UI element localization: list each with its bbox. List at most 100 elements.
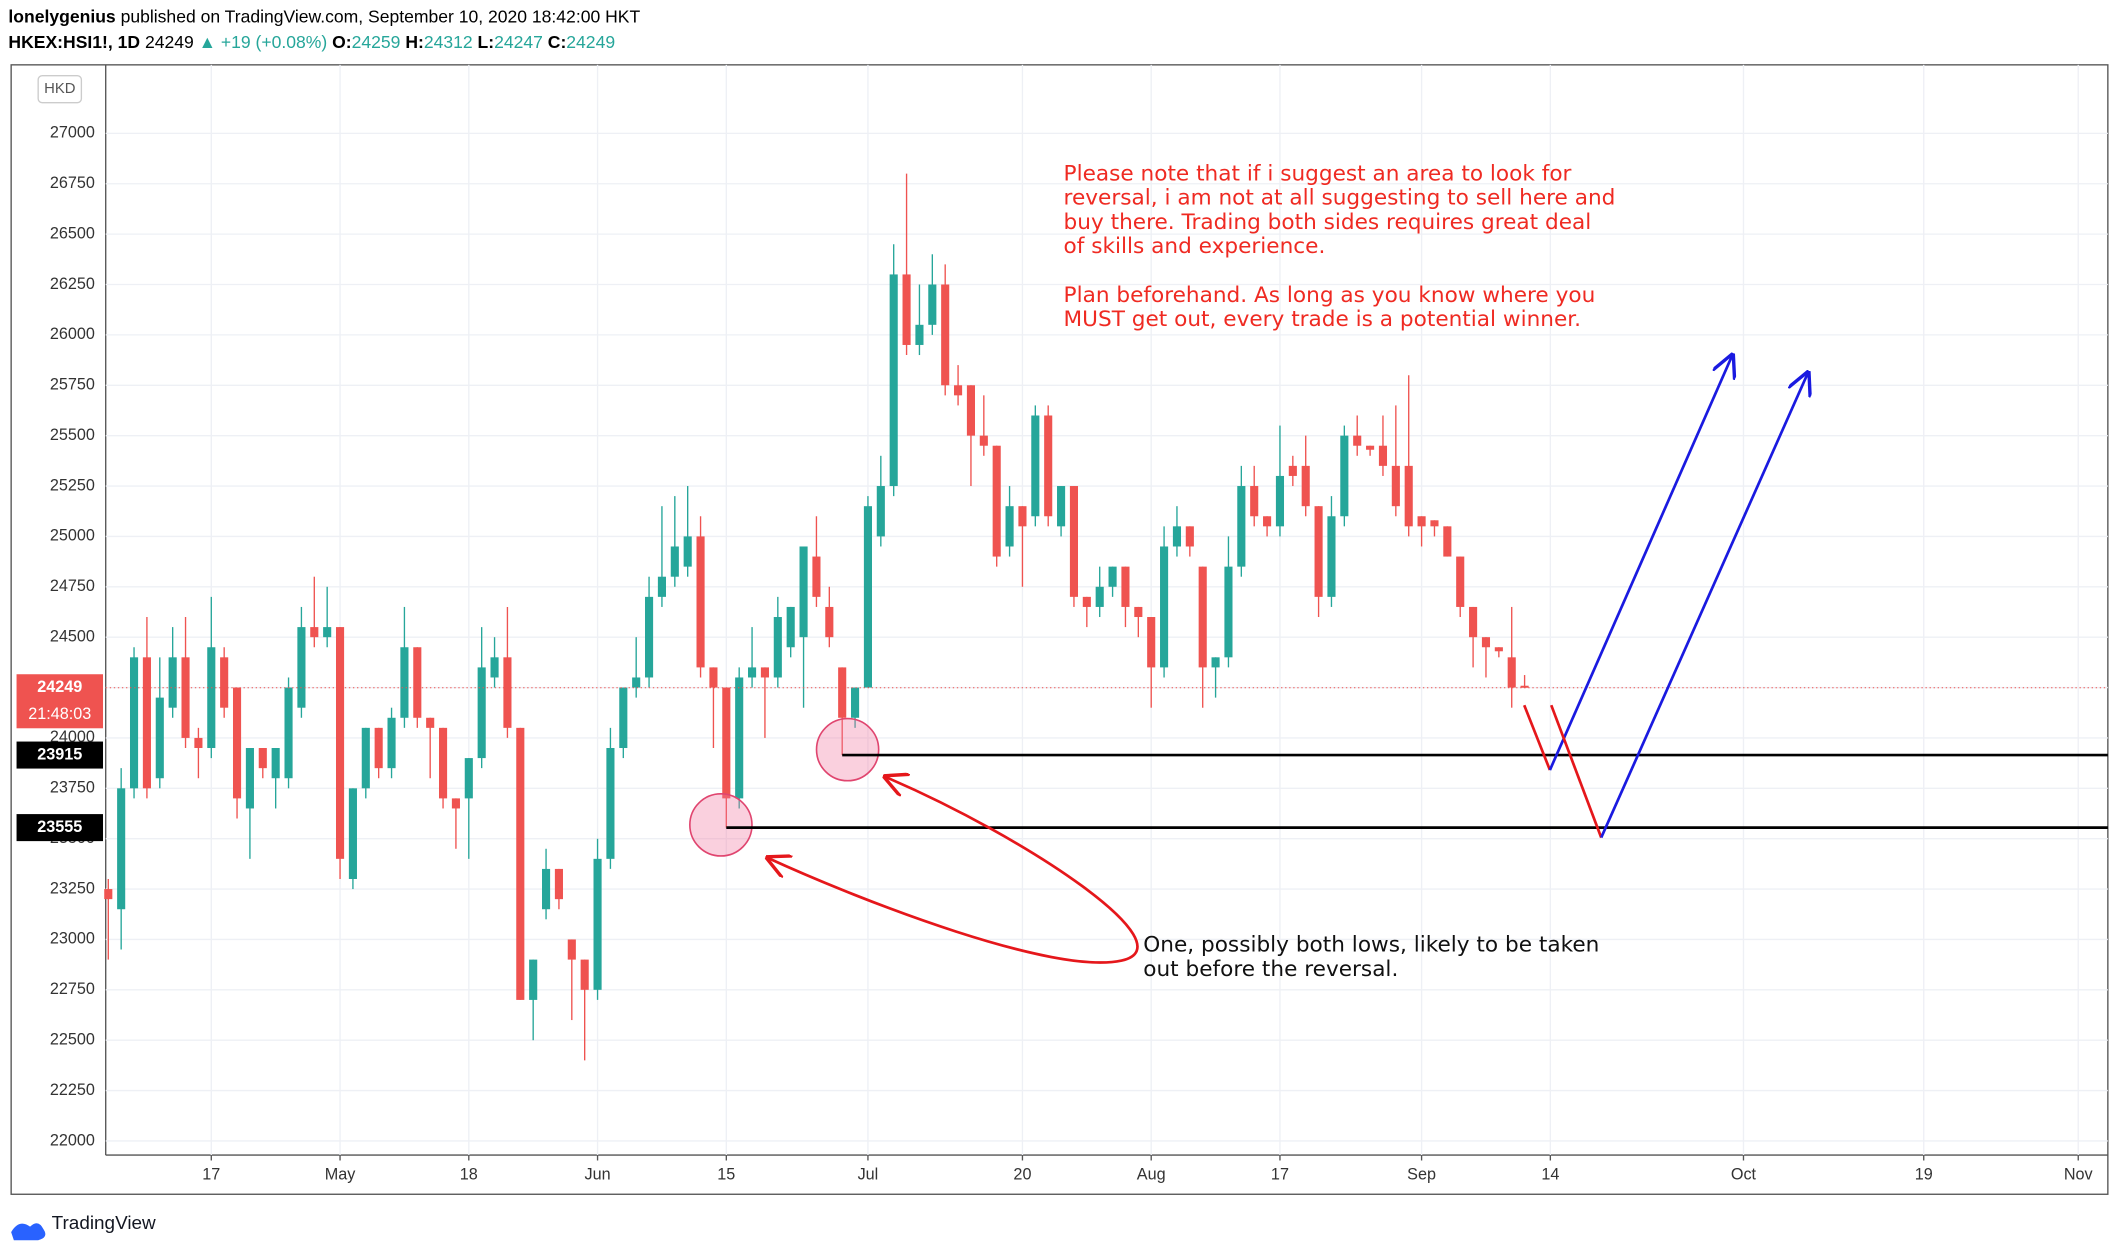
author: lonelygenius xyxy=(8,6,115,26)
c-label: C: xyxy=(548,32,567,52)
note-red: Please note that if i suggest an area to… xyxy=(1064,161,1572,186)
change: +19 (+0.08%) xyxy=(221,32,327,52)
candle-body xyxy=(194,737,203,749)
x-tick-label: May xyxy=(325,1166,357,1184)
candle-body xyxy=(142,657,151,789)
candle-body xyxy=(374,727,383,769)
h: 24312 xyxy=(424,32,473,52)
candle-body xyxy=(1481,637,1491,648)
candle-body xyxy=(1263,516,1272,527)
candle-body xyxy=(863,506,872,688)
l: 24247 xyxy=(494,32,543,52)
candle-body xyxy=(992,445,1001,557)
candle-body xyxy=(876,486,885,537)
candle-body xyxy=(812,556,821,597)
candle-body xyxy=(1069,486,1079,597)
candle-body xyxy=(851,687,860,718)
c: 24249 xyxy=(566,32,615,52)
y-tick-label: 25500 xyxy=(50,426,95,444)
candle-body xyxy=(181,657,190,738)
candle-body xyxy=(979,435,988,446)
candle-body xyxy=(773,617,782,678)
o: 24259 xyxy=(352,32,401,52)
candle-body xyxy=(284,687,293,779)
candle-body xyxy=(1095,586,1104,607)
candle-body xyxy=(232,687,242,799)
candle-body xyxy=(271,748,280,779)
last-price-label: 24249 xyxy=(37,678,82,696)
candle-body xyxy=(129,657,139,789)
candle-body xyxy=(400,647,409,718)
candle-body xyxy=(941,284,950,386)
candle-body xyxy=(361,727,370,789)
candle-body xyxy=(310,627,319,638)
candle-body xyxy=(1520,685,1529,688)
y-tick-label: 26500 xyxy=(50,224,95,242)
candle-body xyxy=(928,284,937,325)
candle-body xyxy=(670,546,679,577)
candle-body xyxy=(1134,606,1143,618)
y-tick-label: 24750 xyxy=(50,577,95,595)
last-price-box xyxy=(16,674,104,729)
candle-body xyxy=(297,627,306,708)
y-tick-label: 24500 xyxy=(50,627,95,645)
y-tick-label: 27000 xyxy=(50,124,95,142)
candle-body xyxy=(696,536,705,668)
candle-body xyxy=(387,717,396,769)
candle-body xyxy=(503,657,512,728)
candle-body xyxy=(1391,465,1400,507)
note-red: MUST get out, every trade is a potential… xyxy=(1064,307,1582,332)
candle-body xyxy=(155,697,164,779)
x-tick-label: 20 xyxy=(1013,1166,1031,1184)
candle-body xyxy=(1353,435,1362,446)
frame xyxy=(10,64,2109,1195)
candle-body xyxy=(1147,617,1156,668)
candle-body xyxy=(1018,506,1027,527)
x-tick-label: Oct xyxy=(1731,1166,1757,1184)
candle-body xyxy=(1224,566,1233,658)
low-circle xyxy=(689,793,753,857)
candle-body xyxy=(1417,516,1426,527)
low-circle xyxy=(815,717,880,782)
o-label: O: xyxy=(332,32,352,52)
candle-body xyxy=(554,868,563,900)
candle-body xyxy=(1507,657,1516,688)
y-tick-label: 26750 xyxy=(50,174,95,192)
candle-body xyxy=(902,274,911,345)
red-path xyxy=(1549,704,1603,839)
y-tick-label: 23000 xyxy=(50,930,95,948)
candle-body xyxy=(438,727,448,799)
candle-body xyxy=(1430,520,1439,527)
currency-box xyxy=(37,74,83,104)
candle-body xyxy=(1057,486,1066,527)
candle-body xyxy=(722,687,731,799)
candle-body xyxy=(207,647,216,749)
countdown: 21:48:03 xyxy=(28,705,91,723)
candle-body xyxy=(542,868,551,910)
note-black: out before the reversal. xyxy=(1143,957,1398,982)
candle-body xyxy=(786,606,795,648)
candle-body xyxy=(1340,435,1349,517)
note-red: of skills and experience. xyxy=(1064,234,1326,259)
x-tick-label: Jul xyxy=(858,1166,879,1184)
candle-body xyxy=(1250,486,1259,517)
candle-body xyxy=(490,657,499,678)
candle-body xyxy=(323,627,332,638)
candle-body xyxy=(1456,556,1465,607)
footer-logo xyxy=(11,1223,46,1241)
candle-body xyxy=(966,385,976,436)
candle-body xyxy=(1314,506,1323,597)
candle-body xyxy=(1327,516,1336,597)
l-label: L: xyxy=(478,32,495,52)
published: published on TradingView.com, September … xyxy=(121,6,641,26)
y-tick-label: 22250 xyxy=(50,1081,95,1099)
currency: HKD xyxy=(44,81,76,97)
candle-body xyxy=(1005,506,1014,547)
candle-body xyxy=(954,385,963,396)
candle-body xyxy=(529,959,538,1000)
candle-body xyxy=(464,758,473,799)
candle-body xyxy=(735,677,744,799)
y-tick-label: 26000 xyxy=(50,325,95,343)
